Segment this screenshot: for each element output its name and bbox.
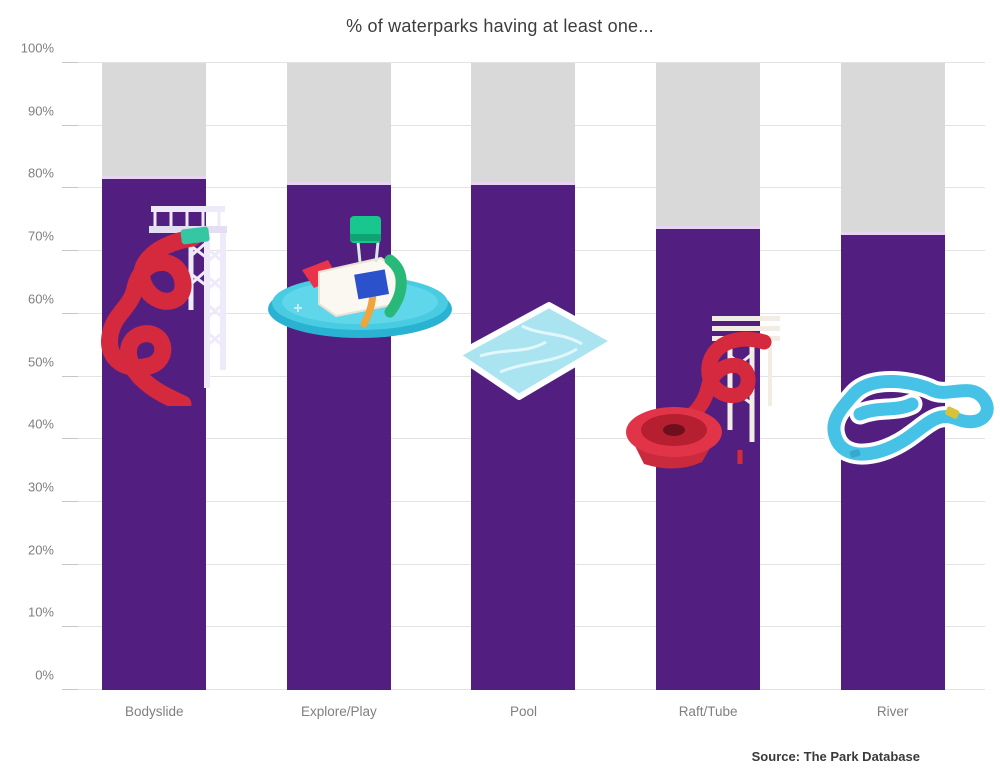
- bar-remainder: [102, 63, 207, 176]
- y-tick-label: 20%: [27, 542, 54, 558]
- axis-tick: [62, 500, 78, 502]
- y-tick-label: 60%: [27, 291, 54, 307]
- y-tick-label: 90%: [27, 103, 54, 119]
- x-tick-label: River: [876, 704, 909, 719]
- bar-column-explore-play: [286, 63, 391, 690]
- axis-tick: [62, 626, 78, 628]
- y-tick-label: 10%: [27, 604, 54, 620]
- bar-value: [102, 175, 207, 690]
- chart-title: % of waterparks having at least one...: [346, 16, 654, 36]
- plot-area: [62, 62, 985, 690]
- axis-tick: [62, 187, 78, 189]
- axis-tick: [62, 375, 78, 377]
- bar-value: [286, 182, 391, 690]
- axis-tick: [62, 689, 78, 690]
- axis-tick: [62, 62, 78, 63]
- bar-column-raft-tube: [656, 63, 761, 690]
- axis-tick: [62, 124, 78, 126]
- bar-column-river: [840, 63, 945, 690]
- y-tick-label: 70%: [27, 228, 54, 244]
- bar-remainder: [286, 63, 391, 183]
- bar-value: [656, 226, 761, 690]
- bars: [62, 63, 985, 690]
- y-tick-label: 0%: [35, 667, 54, 683]
- bar-remainder: [471, 63, 576, 183]
- bar-column-pool: [471, 63, 576, 690]
- axis-tick: [62, 563, 78, 565]
- x-tick-label: Bodyslide: [125, 704, 184, 719]
- x-axis: Bodyslide Explore/Play Pool Raft/Tube River: [62, 704, 985, 719]
- bar-value: [840, 232, 945, 690]
- axis-tick: [62, 438, 78, 440]
- bar-value: [471, 182, 576, 690]
- bar-remainder: [656, 63, 761, 227]
- axis-tick: [62, 250, 78, 252]
- y-tick-label: 30%: [27, 479, 54, 495]
- y-tick-label: 50%: [27, 354, 54, 369]
- bar-remainder: [840, 63, 945, 233]
- bar-column-bodyslide: [102, 63, 207, 690]
- x-tick-label: Pool: [509, 704, 537, 719]
- x-tick-label: Explore/Play: [300, 704, 377, 719]
- x-tick-label: Raft/Tube: [678, 704, 738, 719]
- y-axis: 0% 10% 20% 30% 40% 50% 60% 70% 80% 90% 100%: [0, 41, 54, 690]
- y-tick-label: 100%: [20, 40, 54, 56]
- axis-tick: [62, 312, 78, 314]
- y-tick-label: 80%: [27, 165, 54, 181]
- y-tick-label: 40%: [27, 416, 54, 432]
- source-caption: Source: The Park Database: [751, 749, 920, 764]
- gridline: [62, 62, 985, 63]
